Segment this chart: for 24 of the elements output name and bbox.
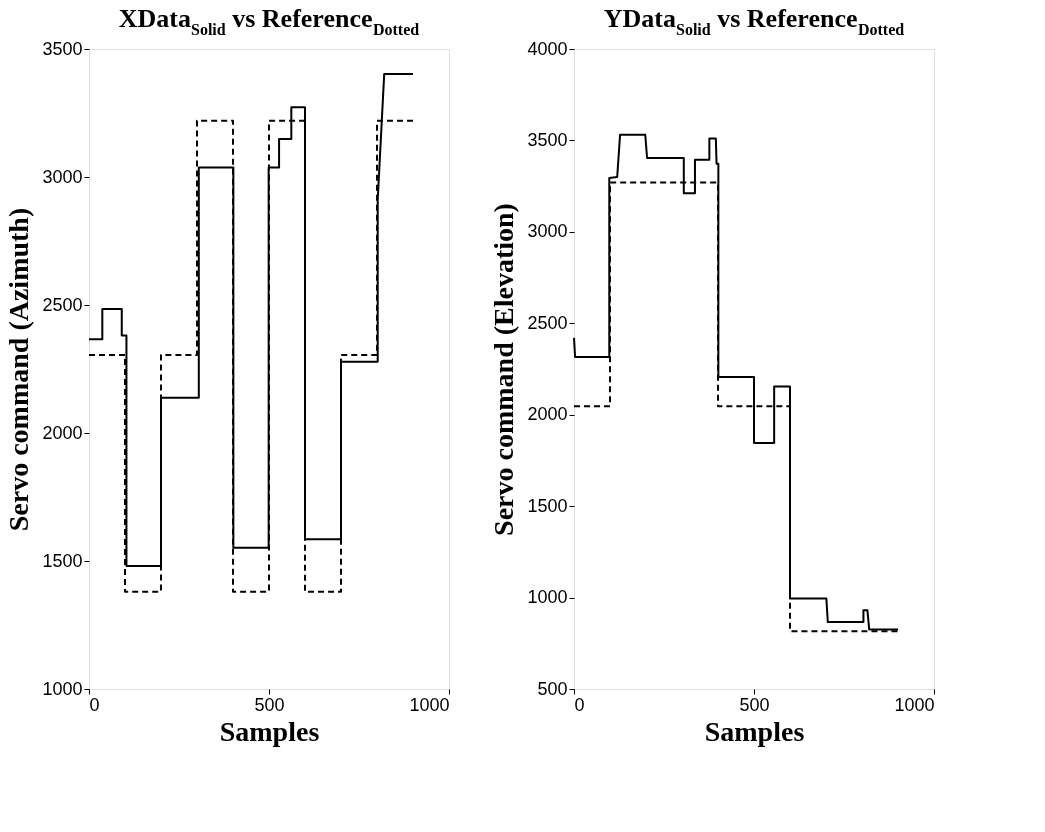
y-tick-label: 3500 xyxy=(527,129,568,150)
x-tick-label: 1000 xyxy=(894,694,935,715)
x-tick-label: 1000 xyxy=(409,694,450,715)
x-tick-label: 0 xyxy=(89,694,100,715)
y-tick-label: 3000 xyxy=(527,221,568,242)
y-tick-label: 2000 xyxy=(527,404,568,425)
y-axis-title: Servo command (Azimuth) xyxy=(3,207,35,532)
y-tick-label: 2000 xyxy=(42,422,83,443)
y-tick-label: 1000 xyxy=(527,587,568,608)
x-tick-label: 500 xyxy=(739,694,770,715)
y-tick-label: 2500 xyxy=(42,294,83,315)
y-tick-label: 3500 xyxy=(42,38,83,59)
y-tick-label: 2500 xyxy=(527,312,568,333)
y-tick-label: 3000 xyxy=(42,166,83,187)
x-axis-title: Samples xyxy=(219,715,320,747)
x-tick-label: 0 xyxy=(574,694,585,715)
x-tick-label: 500 xyxy=(254,694,285,715)
x-axis-title: Samples xyxy=(704,715,805,747)
y-tick-label: 1000 xyxy=(42,678,83,699)
y-axis-title: Servo command (Elevation) xyxy=(488,203,520,536)
y-tick-label: 1500 xyxy=(42,550,83,571)
y-tick-label: 500 xyxy=(537,678,568,699)
y-tick-label: 1500 xyxy=(527,495,568,516)
y-tick-label: 4000 xyxy=(527,38,568,59)
